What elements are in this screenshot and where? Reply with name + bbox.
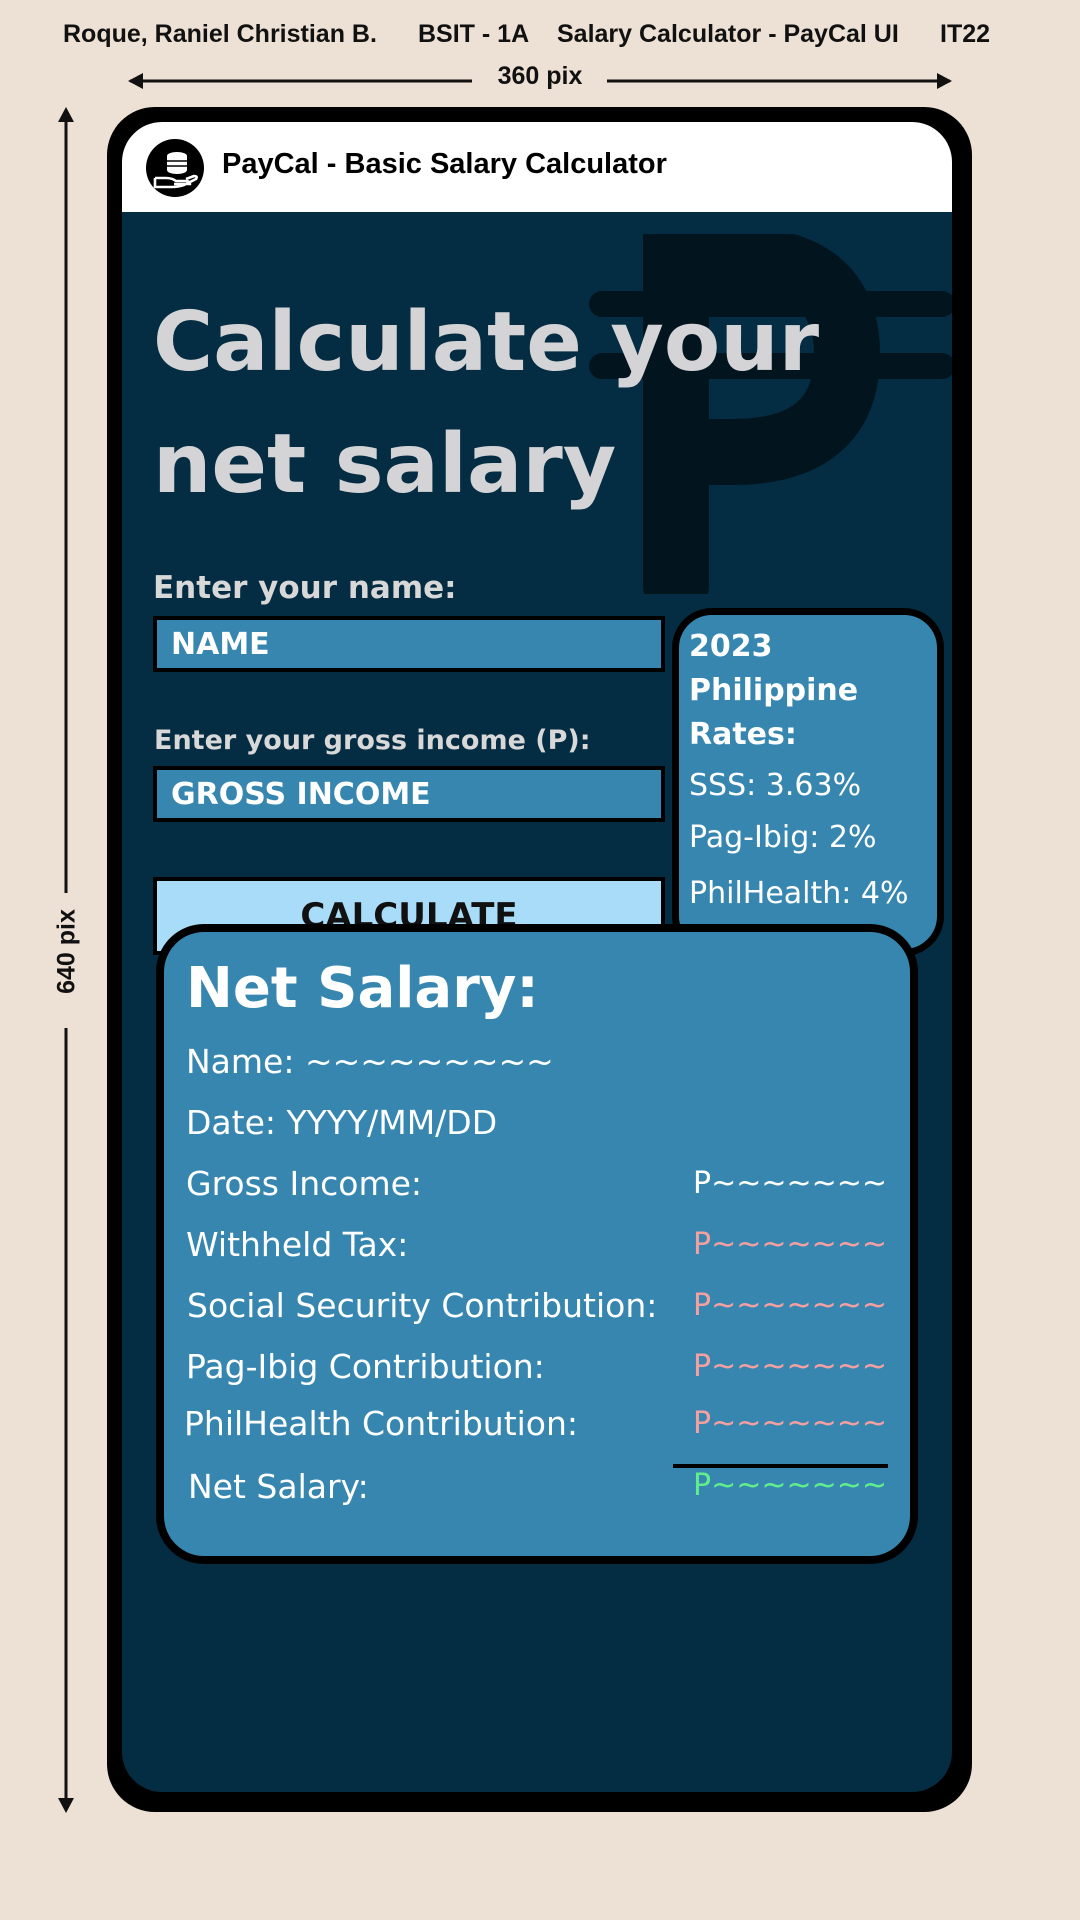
peso-sign-icon [589, 234, 952, 594]
sss-contribution-value: P~~~~~~~ [693, 1288, 888, 1323]
pagibig-contribution-value: P~~~~~~~ [693, 1349, 888, 1384]
gross-income-value: P~~~~~~~ [693, 1166, 888, 1201]
width-dimension-label: 360 pix [497, 62, 583, 90]
author-caption: Roque, Raniel Christian B. [63, 20, 377, 48]
net-salary-title: Net Salary: [186, 956, 539, 1021]
rates-title: 2023 Philippine Rates: [689, 625, 937, 757]
sss-contribution-label: Social Security Contribution: [187, 1286, 658, 1325]
rates-title-line3: Rates: [689, 717, 797, 752]
hero-title: Calculate your net salary [153, 282, 853, 526]
total-divider [673, 1464, 888, 1468]
pagibig-rate: Pag-Ibig: 2% [689, 820, 877, 855]
philhealth-contribution-label: PhilHealth Contribution: [184, 1404, 579, 1443]
net-salary-card: Net Salary: Name: ~~~~~~~~~ Date: YYYY/M… [156, 924, 918, 1564]
phone-frame: PayCal - Basic Salary Calculator Calcula… [107, 107, 972, 1812]
net-salary-value: P~~~~~~~ [693, 1468, 888, 1503]
project-caption: Salary Calculator - PayCal UI [557, 20, 899, 48]
result-name: Name: ~~~~~~~~~ [186, 1042, 554, 1081]
rates-title-line1: 2023 [689, 629, 773, 664]
income-label: Enter your gross income (P): [154, 725, 591, 756]
coins-hand-icon [146, 139, 204, 197]
height-dimension-label: 640 pix [52, 909, 81, 994]
net-salary-label: Net Salary: [188, 1467, 369, 1506]
pagibig-contribution-label: Pag-Ibig Contribution: [186, 1347, 545, 1386]
hero-title-line1: Calculate your [153, 295, 820, 390]
name-input[interactable] [153, 616, 665, 672]
app-screen: PayCal - Basic Salary Calculator Calcula… [122, 122, 952, 1792]
withheld-tax-label: Withheld Tax: [186, 1225, 409, 1264]
gross-income-input[interactable] [153, 766, 665, 822]
philhealth-contribution-value: P~~~~~~~ [693, 1406, 888, 1441]
sss-rate: SSS: 3.63% [689, 768, 862, 803]
section-caption: BSIT - 1A [418, 20, 530, 48]
gross-income-label: Gross Income: [186, 1164, 423, 1203]
course-caption: IT22 [940, 20, 991, 48]
hero-title-line2: net salary [153, 417, 617, 512]
app-title: PayCal - Basic Salary Calculator [222, 148, 667, 180]
app-header: PayCal - Basic Salary Calculator [122, 122, 952, 212]
rates-title-line2: Philippine [689, 673, 859, 708]
rates-card: 2023 Philippine Rates: SSS: 3.63% Pag-Ib… [672, 608, 944, 956]
result-date: Date: YYYY/MM/DD [186, 1103, 498, 1142]
philhealth-rate: PhilHealth: 4% [689, 876, 909, 911]
withheld-tax-value: P~~~~~~~ [693, 1227, 888, 1262]
name-label: Enter your name: [153, 570, 457, 606]
